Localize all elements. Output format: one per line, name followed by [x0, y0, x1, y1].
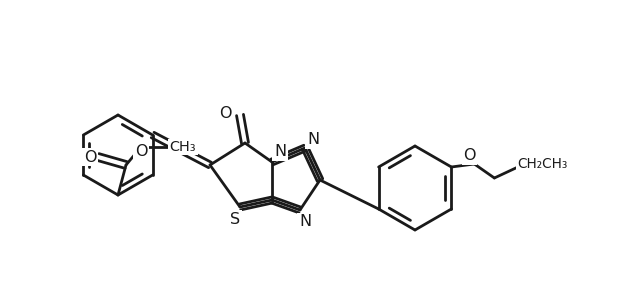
Text: N: N	[274, 144, 286, 160]
Text: O: O	[463, 149, 476, 164]
Text: CH₃: CH₃	[170, 140, 196, 154]
Text: N: N	[299, 215, 311, 230]
Text: O: O	[135, 144, 147, 158]
Text: O: O	[219, 105, 231, 120]
Text: O: O	[84, 149, 96, 164]
Text: N: N	[307, 133, 319, 147]
Text: CH₂CH₃: CH₂CH₃	[517, 157, 568, 171]
Text: S: S	[230, 212, 240, 226]
